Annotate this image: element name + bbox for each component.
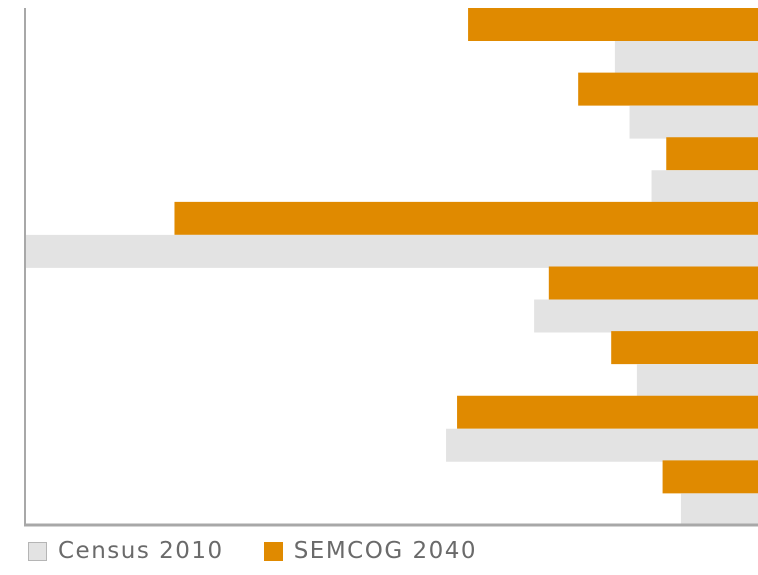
bar-census-2010-8	[680, 493, 758, 527]
bar-semcog-2040-1	[468, 8, 758, 41]
legend-swatch-census-2010	[28, 541, 47, 561]
legend: Census 2010 SEMCOG 2040	[28, 538, 517, 564]
legend-label-census-2010: Census 2010	[58, 538, 224, 564]
bar-census-2010-2	[629, 105, 758, 139]
legend-item-census-2010: Census 2010	[28, 538, 224, 564]
bar-semcog-2040-7	[457, 395, 758, 429]
bar-semcog-2040-6	[611, 331, 758, 365]
bar-census-2010-3	[651, 170, 758, 204]
bar-census-2010-5	[534, 299, 758, 333]
bar-semcog-2040-5	[548, 266, 758, 300]
bar-semcog-2040-3	[666, 137, 758, 171]
bar-census-2010-4	[24, 234, 758, 268]
legend-swatch-semcog-2040	[263, 541, 283, 561]
bar-semcog-2040-8	[662, 460, 758, 494]
legend-label-semcog-2040: SEMCOG 2040	[293, 538, 477, 564]
bar-census-2010-6	[636, 364, 758, 398]
legend-item-semcog-2040: SEMCOG 2040	[263, 538, 477, 564]
bar-semcog-2040-4	[174, 201, 758, 235]
bar-census-2010-7	[446, 428, 758, 462]
bar-census-2010-1	[614, 41, 758, 74]
bars-group	[24, 8, 758, 527]
bar-semcog-2040-2	[578, 72, 758, 106]
